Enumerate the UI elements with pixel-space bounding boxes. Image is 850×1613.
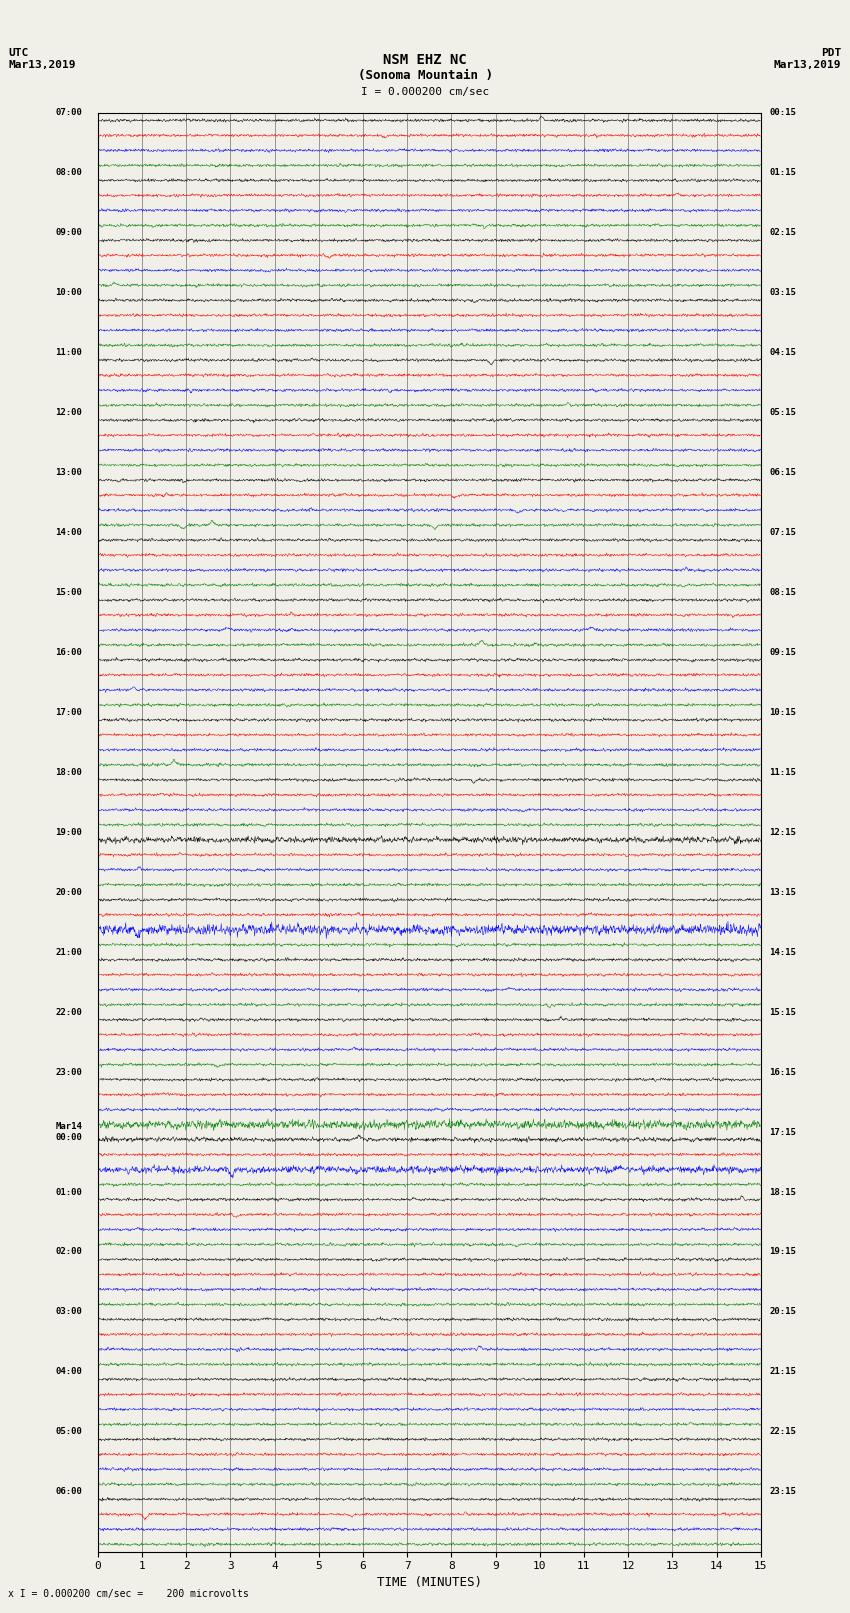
Text: 03:15: 03:15 <box>769 289 796 297</box>
Text: NSM EHZ NC: NSM EHZ NC <box>383 53 467 66</box>
Text: 19:00: 19:00 <box>55 827 82 837</box>
Text: 16:00: 16:00 <box>55 648 82 656</box>
Text: 12:00: 12:00 <box>55 408 82 418</box>
Text: 17:15: 17:15 <box>769 1127 796 1137</box>
Text: 18:15: 18:15 <box>769 1187 796 1197</box>
Text: 02:15: 02:15 <box>769 229 796 237</box>
Text: 06:00: 06:00 <box>55 1487 82 1497</box>
Text: 23:00: 23:00 <box>55 1068 82 1076</box>
Text: 08:15: 08:15 <box>769 589 796 597</box>
Text: 13:00: 13:00 <box>55 468 82 477</box>
Text: 20:15: 20:15 <box>769 1308 796 1316</box>
Text: 15:15: 15:15 <box>769 1008 796 1016</box>
Text: 11:15: 11:15 <box>769 768 796 777</box>
Text: x I = 0.000200 cm/sec =    200 microvolts: x I = 0.000200 cm/sec = 200 microvolts <box>8 1589 249 1598</box>
Text: 05:00: 05:00 <box>55 1428 82 1436</box>
Text: 12:15: 12:15 <box>769 827 796 837</box>
Text: 13:15: 13:15 <box>769 887 796 897</box>
Text: 16:15: 16:15 <box>769 1068 796 1076</box>
Text: 01:15: 01:15 <box>769 168 796 177</box>
Text: 19:15: 19:15 <box>769 1247 796 1257</box>
Text: 22:15: 22:15 <box>769 1428 796 1436</box>
Text: 01:00: 01:00 <box>55 1187 82 1197</box>
Text: 21:00: 21:00 <box>55 948 82 957</box>
Text: UTC
Mar13,2019: UTC Mar13,2019 <box>8 48 76 69</box>
Text: 11:00: 11:00 <box>55 348 82 356</box>
Text: 04:00: 04:00 <box>55 1368 82 1376</box>
X-axis label: TIME (MINUTES): TIME (MINUTES) <box>377 1576 482 1589</box>
Text: 07:00: 07:00 <box>55 108 82 118</box>
Text: 06:15: 06:15 <box>769 468 796 477</box>
Text: 03:00: 03:00 <box>55 1308 82 1316</box>
Text: 14:15: 14:15 <box>769 948 796 957</box>
Text: 14:00: 14:00 <box>55 527 82 537</box>
Text: 05:15: 05:15 <box>769 408 796 418</box>
Text: 08:00: 08:00 <box>55 168 82 177</box>
Text: 00:00: 00:00 <box>55 1132 82 1142</box>
Text: 23:15: 23:15 <box>769 1487 796 1497</box>
Text: 10:15: 10:15 <box>769 708 796 716</box>
Text: 17:00: 17:00 <box>55 708 82 716</box>
Text: 10:00: 10:00 <box>55 289 82 297</box>
Text: 09:00: 09:00 <box>55 229 82 237</box>
Text: (Sonoma Mountain ): (Sonoma Mountain ) <box>358 69 492 82</box>
Text: 02:00: 02:00 <box>55 1247 82 1257</box>
Text: Mar14: Mar14 <box>55 1123 82 1131</box>
Text: 00:15: 00:15 <box>769 108 796 118</box>
Text: 22:00: 22:00 <box>55 1008 82 1016</box>
Text: 21:15: 21:15 <box>769 1368 796 1376</box>
Text: 15:00: 15:00 <box>55 589 82 597</box>
Text: 04:15: 04:15 <box>769 348 796 356</box>
Text: 07:15: 07:15 <box>769 527 796 537</box>
Text: I = 0.000200 cm/sec: I = 0.000200 cm/sec <box>361 87 489 97</box>
Text: PDT
Mar13,2019: PDT Mar13,2019 <box>774 48 842 69</box>
Text: 09:15: 09:15 <box>769 648 796 656</box>
Text: 20:00: 20:00 <box>55 887 82 897</box>
Text: 18:00: 18:00 <box>55 768 82 777</box>
